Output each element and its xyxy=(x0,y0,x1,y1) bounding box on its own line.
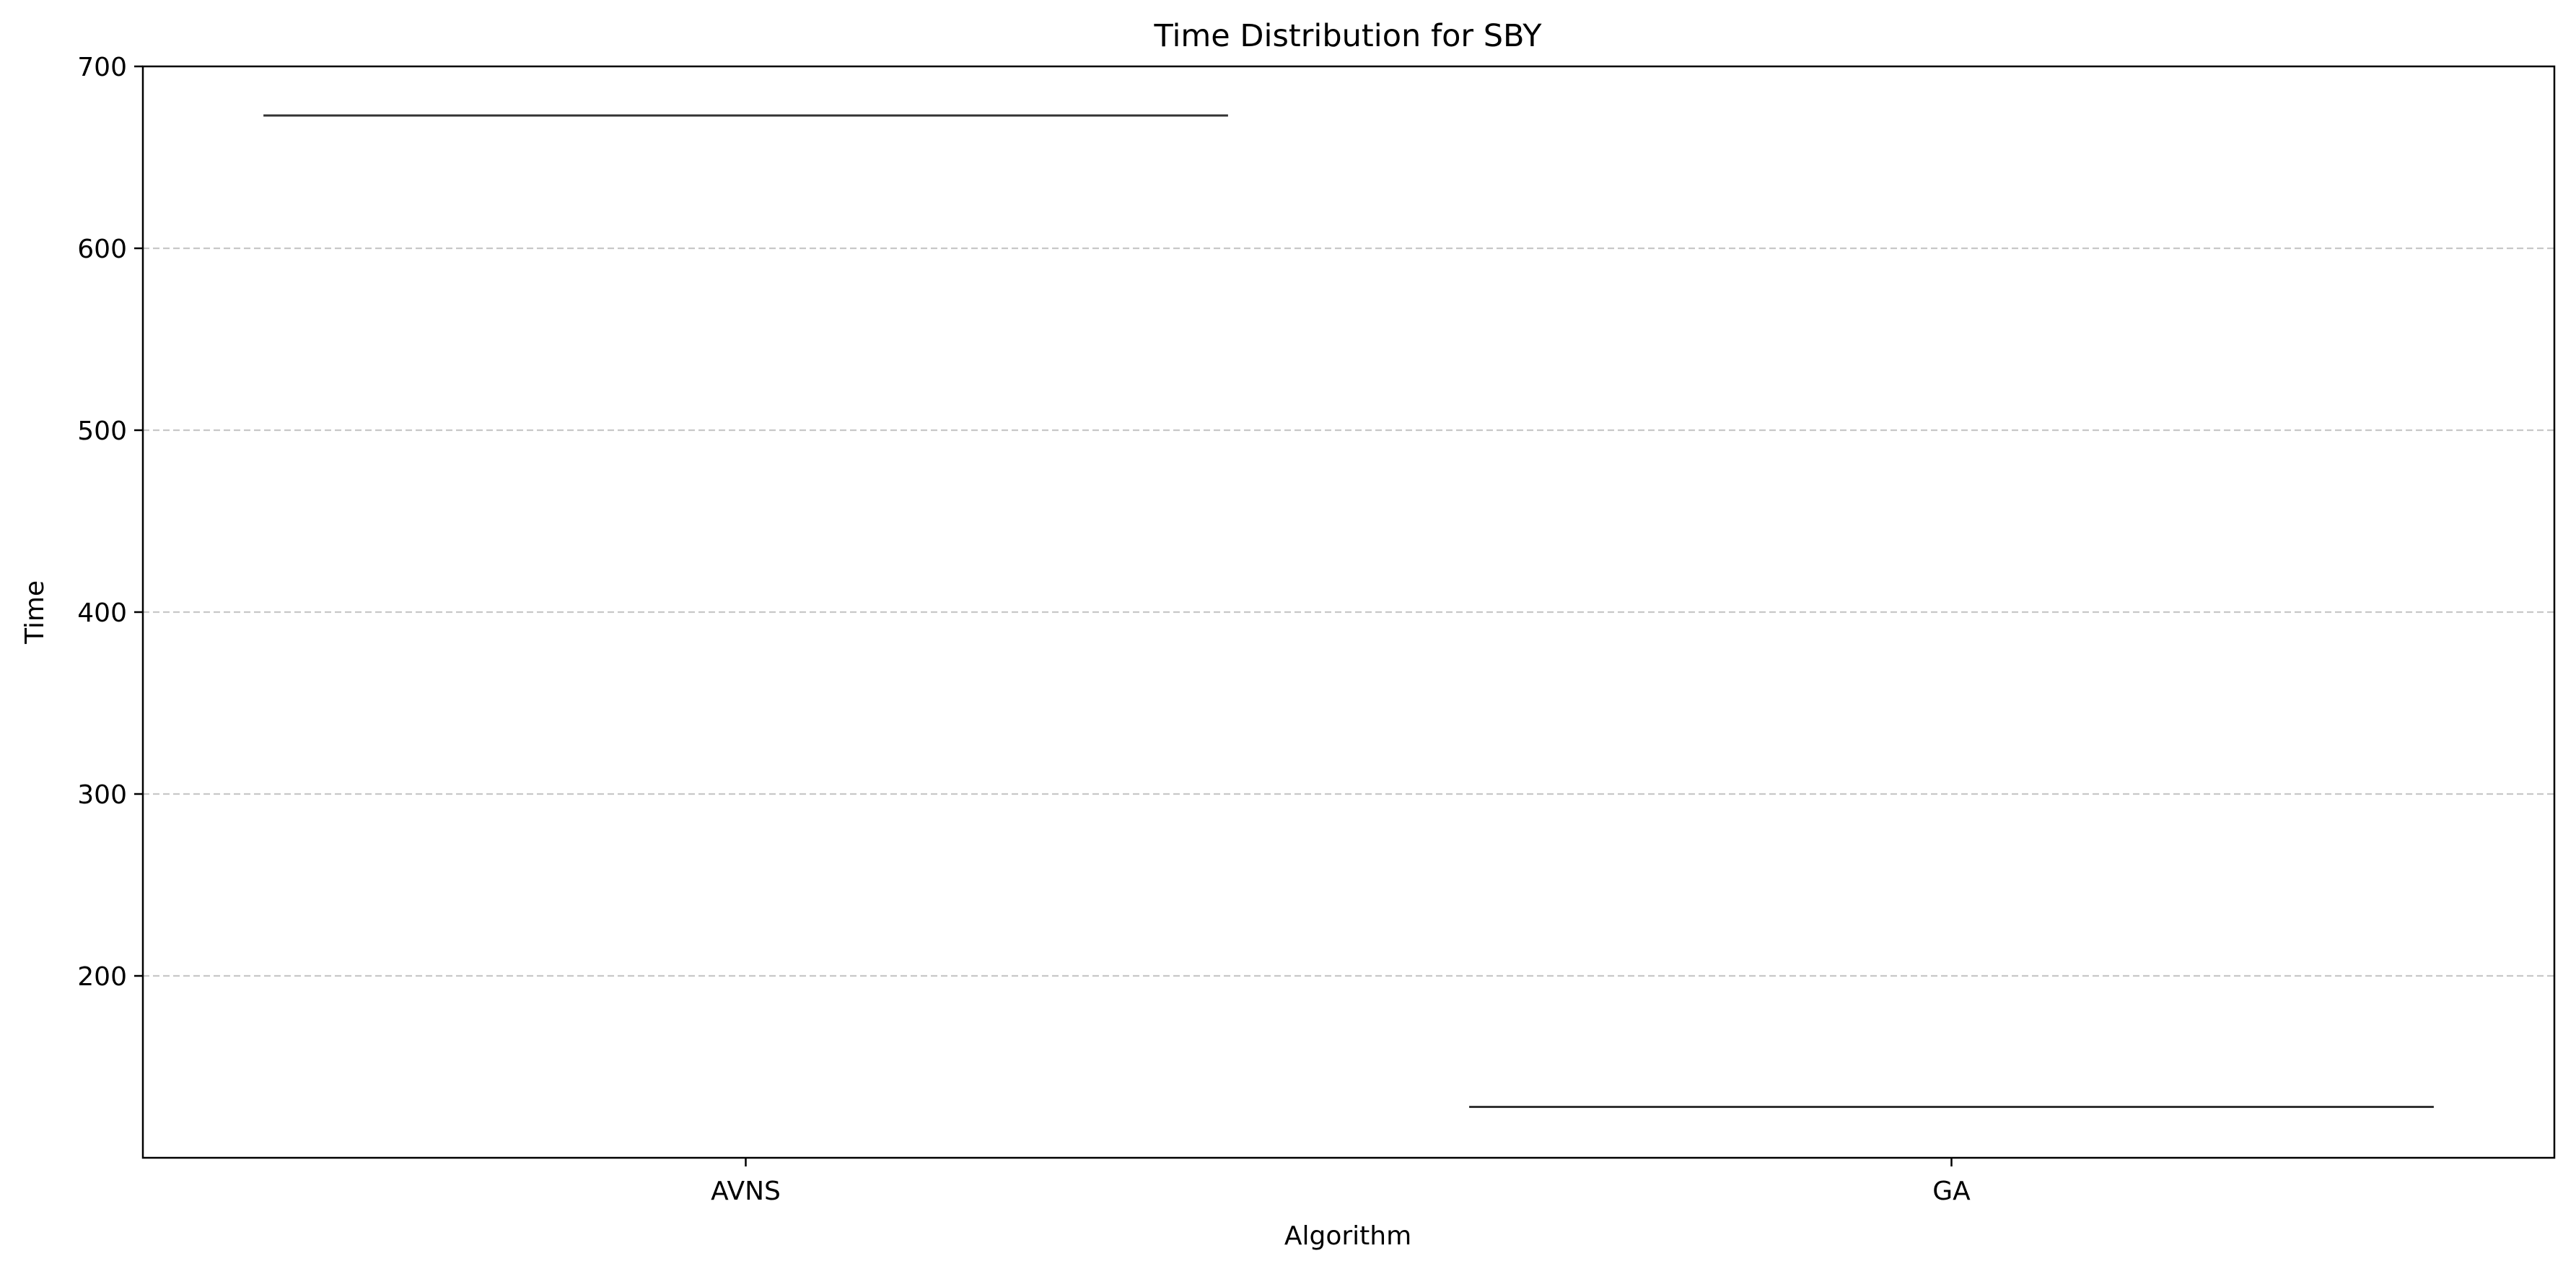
x-axis-ticks: AVNS GA xyxy=(711,1158,1971,1206)
y-tick-label: 500 xyxy=(77,416,127,446)
x-axis-label: Algorithm xyxy=(1284,1221,1411,1251)
y-axis-label: Time xyxy=(20,580,50,645)
gridlines xyxy=(143,247,2554,977)
y-tick-label: 200 xyxy=(77,962,127,992)
data-marks xyxy=(263,114,2434,1108)
y-tick-label: 700 xyxy=(77,53,127,82)
y-axis-ticks: 200 300 400 500 600 700 xyxy=(77,53,143,992)
chart-title: Time Distribution for SBY xyxy=(1154,18,1543,54)
x-tick-label-avns: AVNS xyxy=(711,1177,781,1206)
x-tick-label-ga: GA xyxy=(1932,1177,1971,1206)
y-tick-label: 600 xyxy=(77,235,127,264)
y-tick-label: 400 xyxy=(77,598,127,628)
y-tick-label: 300 xyxy=(77,780,127,810)
